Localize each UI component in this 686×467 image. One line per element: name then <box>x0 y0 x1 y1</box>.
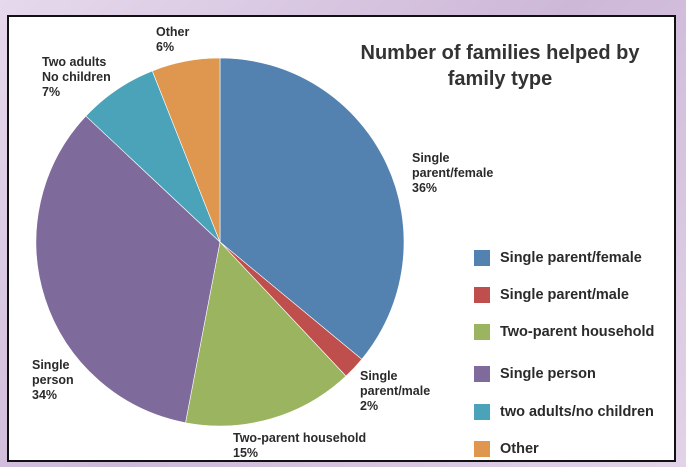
slice-label-percent: 15% <box>233 446 259 460</box>
pie-slice-single-person <box>35 115 221 424</box>
legend-item-other: Other <box>474 439 539 459</box>
legend-label: Other <box>500 441 539 457</box>
slice-label-line: parent/female <box>412 166 494 180</box>
slice-label-line: Single <box>32 358 70 372</box>
legend-item-two-parent-household: Two-parent household <box>474 322 654 342</box>
slice-label-percent: 2% <box>360 399 379 413</box>
legend-swatch <box>474 404 490 420</box>
slice-label-single-person: Single person 34% <box>32 358 74 403</box>
slice-label-line: Two-parent household <box>233 431 367 445</box>
legend-item-single-person: Single person <box>474 364 596 384</box>
legend-label: two adults/no children <box>500 404 654 420</box>
legend-label: Single parent/female <box>500 250 642 266</box>
slice-label-other: Other 6% <box>156 25 189 55</box>
pie-slice-other <box>151 57 221 243</box>
legend-item-single-parent-female: Single parent/female <box>474 248 642 268</box>
legend-swatch <box>474 250 490 266</box>
legend-item-two-adults-no-children: two adults/no children <box>474 402 654 422</box>
legend-swatch <box>474 441 490 457</box>
slice-label-line: Two adults <box>42 55 107 69</box>
slice-label-line: No children <box>42 70 111 84</box>
chart-title-line-2: family type <box>447 68 553 90</box>
slice-label-line: Single <box>412 151 450 165</box>
legend-label: Single parent/male <box>500 287 629 303</box>
slice-label-single-parent-female: Single parent/female 36% <box>412 151 493 196</box>
slice-label-two-adults-no-children: Two adults No children 7% <box>42 55 111 100</box>
slice-label-single-parent-male: Single parent/male 2% <box>360 369 430 414</box>
slice-label-percent: 36% <box>412 181 438 195</box>
legend-item-single-parent-male: Single parent/male <box>474 285 629 305</box>
legend-label: Two-parent household <box>500 324 655 340</box>
slice-label-line: parent/male <box>360 384 431 398</box>
slice-label-line: Single <box>360 369 398 383</box>
pie-slice-two-parent-household <box>185 241 347 427</box>
slice-label-line: Other <box>156 25 190 39</box>
slice-label-two-parent-household: Two-parent household 15% <box>233 431 366 461</box>
legend-swatch <box>474 324 490 340</box>
legend-swatch <box>474 287 490 303</box>
legend-swatch <box>474 366 490 382</box>
legend-label: Single person <box>500 366 596 382</box>
slice-label-line: person <box>32 373 74 387</box>
slice-label-percent: 34% <box>32 388 58 402</box>
slice-label-percent: 6% <box>156 40 175 54</box>
slice-label-percent: 7% <box>42 85 61 99</box>
pie-slice-single-parent-female <box>219 57 405 360</box>
chart-title-line-1: Number of families helped by <box>360 42 640 64</box>
